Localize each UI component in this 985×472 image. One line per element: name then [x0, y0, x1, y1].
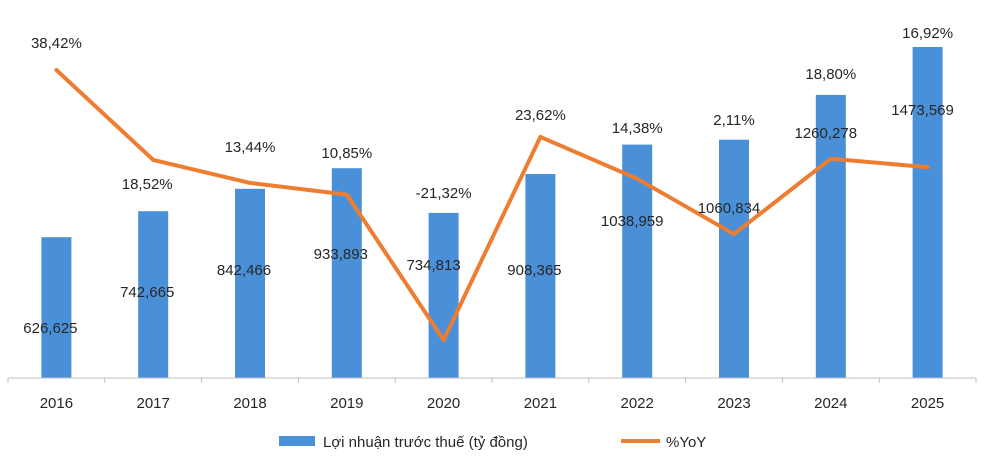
bar-2023: [719, 139, 749, 378]
x-label-2020: 2020: [427, 395, 460, 412]
bar-2017: [138, 211, 169, 378]
yoy-line: [54, 68, 930, 342]
bar-label-2021: 908,365: [507, 262, 561, 279]
bar-2024: [815, 94, 846, 379]
legend-label-line: %YoY: [666, 434, 706, 451]
bar-label-2024: 1260,278: [795, 125, 858, 142]
bar-2018: [235, 188, 265, 378]
legend-label-bars: Lợi nhuận trước thuế (tỷ đồng): [323, 434, 528, 451]
line-series: [54, 68, 930, 342]
yoy-label-2018: 13,44%: [225, 139, 276, 156]
bar-label-2016: 626,625: [23, 320, 77, 337]
x-label-2025: 2025: [911, 395, 944, 412]
bar-2021: [525, 174, 556, 378]
x-label-2021: 2021: [524, 395, 557, 412]
bar-data-labels: 626,625 742,665 842,466 933,893 734,813 908,3…: [23, 102, 954, 337]
yoy-label-2022: 14,38%: [612, 120, 663, 137]
x-label-2019: 2019: [330, 395, 363, 412]
yoy-label-2017: 18,52%: [122, 176, 173, 193]
x-label-2016: 2016: [40, 395, 73, 412]
yoy-label-2023: 2,11%: [713, 112, 754, 129]
yoy-label-2021: 23,62%: [515, 107, 566, 124]
bar-2020: [428, 212, 459, 378]
bar-2025: [912, 47, 943, 378]
legend-swatch-bars: [279, 436, 315, 446]
bar-series: [41, 47, 943, 379]
bar-label-2023: 1060,834: [698, 200, 761, 217]
bar-label-2019: 933,893: [314, 246, 368, 263]
x-label-2024: 2024: [814, 395, 847, 412]
bar-label-2018: 842,466: [217, 262, 271, 279]
x-tick-labels: 2016 2017 2018 2019 2020 2021 2022 2023 2024 2025: [40, 395, 945, 412]
yoy-label-2016: 38,42%: [31, 35, 82, 52]
yoy-label-2025: 16,92%: [902, 25, 953, 42]
x-label-2017: 2017: [137, 395, 170, 412]
x-label-2022: 2022: [621, 395, 654, 412]
x-axis-ticks: [7, 378, 977, 383]
line-data-labels: 38,42% 18,52% 13,44% 10,85% -21,32% 23,62% 14,…: [31, 25, 953, 202]
bar-label-2022: 1038,959: [601, 213, 664, 230]
x-label-2018: 2018: [233, 395, 266, 412]
bar-label-2017: 742,665: [120, 284, 174, 301]
bar-label-2025: 1473,569: [891, 102, 954, 119]
x-label-2023: 2023: [717, 395, 750, 412]
yoy-label-2024: 18,80%: [805, 66, 856, 83]
legend: Lợi nhuận trước thuế (tỷ đồng) %YoY: [279, 434, 706, 451]
bar-label-2020: 734,813: [406, 257, 460, 274]
bar-2016: [41, 237, 72, 378]
yoy-label-2019: 10,85%: [321, 145, 372, 162]
bar-2019: [331, 168, 362, 378]
yoy-label-2020: -21,32%: [416, 185, 472, 202]
